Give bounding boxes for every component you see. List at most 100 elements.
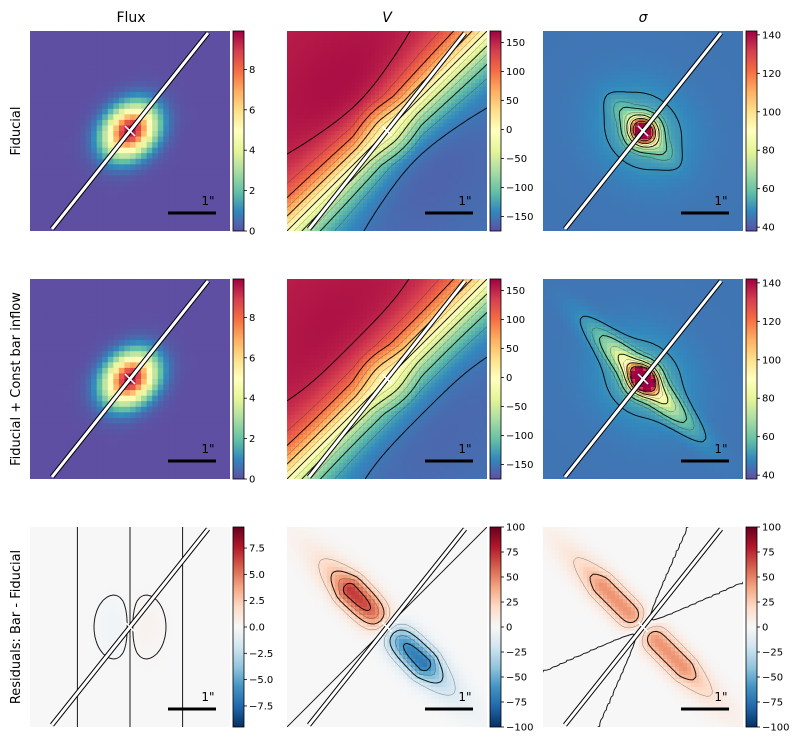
map-pixel — [185, 36, 192, 43]
map-pixel — [439, 167, 444, 172]
map-pixel — [731, 71, 736, 76]
scale-bar-label: 1" — [201, 194, 214, 208]
map-pixel — [431, 155, 436, 160]
map-pixel — [343, 199, 348, 204]
map-pixel — [727, 35, 732, 40]
map-pixel — [571, 95, 576, 100]
map-pixel — [439, 103, 444, 108]
map-pixel — [57, 36, 64, 43]
map-pixel — [146, 136, 153, 143]
map-pixel — [631, 39, 636, 44]
map-pixel — [707, 39, 712, 44]
map-pixel — [595, 95, 600, 100]
map-pixel — [152, 169, 159, 176]
map-pixel — [295, 227, 300, 231]
map-pixel — [639, 75, 644, 80]
map-pixel — [427, 155, 432, 160]
map-pixel — [191, 125, 198, 132]
map-pixel — [46, 58, 53, 65]
map-pixel — [335, 223, 340, 228]
map-pixel — [723, 71, 728, 76]
map-pixel — [599, 115, 604, 120]
map-pixel — [168, 158, 175, 165]
map-pixel — [679, 91, 684, 96]
map-pixel — [367, 87, 372, 92]
map-pixel — [379, 47, 384, 52]
map-pixel — [483, 223, 487, 228]
map-pixel — [407, 167, 412, 172]
map-pixel — [463, 159, 468, 164]
map-pixel — [107, 181, 114, 188]
map-pixel — [447, 83, 452, 88]
map-pixel — [395, 227, 400, 231]
map-pixel — [455, 183, 460, 188]
map-pixel — [459, 207, 464, 212]
map-pixel — [80, 214, 87, 221]
map-pixel — [46, 225, 53, 231]
map-pixel — [655, 43, 660, 48]
map-pixel — [715, 67, 720, 72]
map-pixel — [423, 183, 428, 188]
map-pixel — [571, 111, 576, 116]
map-pixel — [627, 39, 632, 44]
map-pixel — [311, 215, 316, 220]
map-pixel — [91, 125, 98, 132]
map-pixel — [41, 31, 48, 38]
map-pixel — [403, 67, 408, 72]
map-pixel — [579, 39, 584, 44]
map-pixel — [379, 151, 384, 156]
map-pixel — [363, 83, 368, 88]
map-pixel — [723, 107, 728, 112]
map-pixel — [455, 79, 460, 84]
map-pixel — [391, 87, 396, 92]
map-pixel — [218, 75, 225, 82]
map-pixel — [307, 155, 312, 160]
map-pixel — [196, 108, 203, 115]
map-pixel — [68, 103, 75, 110]
map-pixel — [168, 147, 175, 154]
map-pixel — [315, 143, 320, 148]
map-pixel — [375, 223, 380, 228]
map-pixel — [303, 159, 308, 164]
map-pixel — [727, 59, 732, 64]
map-pixel — [579, 55, 584, 60]
map-pixel — [675, 67, 680, 72]
map-pixel — [479, 183, 484, 188]
map-pixel — [455, 195, 460, 200]
map-pixel — [331, 139, 336, 144]
map-pixel — [383, 163, 388, 168]
map-pixel — [435, 39, 440, 44]
map-pixel — [46, 86, 53, 93]
map-pixel — [57, 203, 64, 210]
map-pixel — [643, 47, 648, 52]
map-pixel — [671, 75, 676, 80]
map-pixel — [463, 191, 468, 196]
map-pixel — [113, 86, 120, 93]
map-pixel — [124, 103, 131, 110]
map-pixel — [35, 203, 42, 210]
map-pixel — [555, 79, 560, 84]
map-pixel — [207, 214, 214, 221]
map-pixel — [347, 139, 352, 144]
map-pixel — [447, 59, 452, 64]
map-pixel — [547, 71, 552, 76]
map-pixel — [359, 139, 364, 144]
map-pixel — [355, 111, 360, 116]
map-pixel — [367, 79, 372, 84]
map-pixel — [399, 211, 404, 216]
map-pixel — [319, 31, 324, 36]
map-pixel — [185, 181, 192, 188]
map-pixel — [327, 99, 332, 104]
map-pixel — [563, 119, 568, 124]
map-pixel — [739, 63, 743, 68]
map-pixel — [102, 197, 109, 204]
map-pixel — [168, 153, 175, 160]
map-pixel — [391, 223, 396, 228]
map-pixel — [351, 67, 356, 72]
map-pixel — [543, 103, 548, 108]
map-pixel — [475, 115, 480, 120]
map-pixel — [703, 35, 708, 40]
map-pixel — [555, 59, 560, 64]
map-pixel — [102, 186, 109, 193]
map-pixel — [463, 59, 468, 64]
